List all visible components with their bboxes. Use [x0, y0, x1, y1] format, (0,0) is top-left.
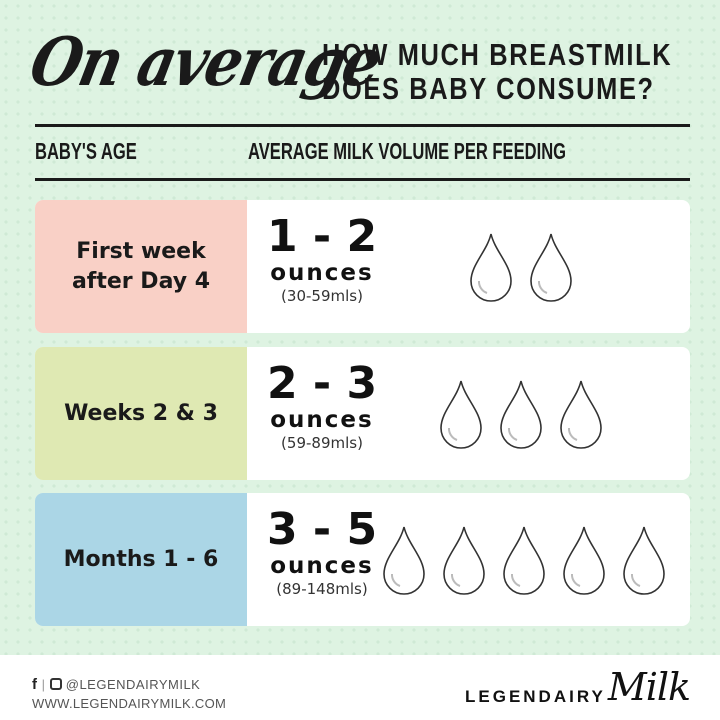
title-line-1: HOW MUCH BREASTMILK — [322, 37, 673, 72]
age-text: Weeks 2 & 3 — [64, 400, 218, 426]
volume-amount: 2 - 3 ounces (59-89mls) — [267, 361, 377, 453]
website-link[interactable]: WWW.LEGENDAIRYMILK.COM — [32, 696, 227, 711]
logo-text: LEGENDAIRY — [465, 687, 606, 706]
drops-group — [467, 200, 575, 333]
ounce-range: 2 - 3 — [267, 358, 378, 409]
unit-label: ounces — [270, 407, 374, 433]
age-text: Months 1 - 6 — [63, 546, 219, 572]
ml-range: (59-89mls) — [281, 434, 363, 452]
volume-amount: 1 - 2 ounces (30-59mls) — [267, 214, 377, 306]
unit-label: ounces — [270, 260, 374, 286]
volume-amount: 3 - 5 ounces (89-148mls) — [267, 507, 377, 599]
title-line-2: DOES BABY CONSUME? — [322, 71, 655, 106]
divider — [35, 178, 690, 181]
column-header-volume: AVERAGE MILK VOLUME PER FEEDING — [248, 138, 567, 164]
social-line: f | @LEGENDAIRYMILK — [32, 676, 201, 693]
age-row: Weeks 2 & 3 2 - 3 ounces (59-89mls) — [35, 347, 690, 480]
instagram-icon[interactable] — [49, 678, 62, 690]
milk-drop-icon — [383, 526, 425, 595]
footer — [0, 655, 720, 720]
page-title: HOW MUCH BREASTMILK DOES BABY CONSUME? — [322, 38, 672, 106]
drops-group — [380, 493, 668, 626]
social-handle[interactable]: @LEGENDAIRYMILK — [65, 677, 201, 692]
age-row: First week after Day 4 1 - 2 ounces (30-… — [35, 200, 690, 333]
milk-drop-icon — [563, 526, 605, 595]
divider — [35, 124, 690, 127]
age-label: Weeks 2 & 3 — [35, 347, 247, 480]
age-row: Months 1 - 6 3 - 5 ounces (89-148mls) — [35, 493, 690, 626]
facebook-icon[interactable]: f — [32, 676, 38, 693]
milk-drop-icon — [623, 526, 665, 595]
ounce-range: 3 - 5 — [267, 504, 378, 555]
ounce-range: 1 - 2 — [267, 211, 378, 262]
unit-label: ounces — [270, 553, 374, 579]
milk-drop-icon — [503, 526, 545, 595]
milk-drop-icon — [560, 380, 602, 449]
column-header-age: BABY'S AGE — [35, 138, 137, 164]
age-label: Months 1 - 6 — [35, 493, 247, 626]
ml-range: (89-148mls) — [276, 580, 368, 598]
milk-drop-icon — [470, 233, 512, 302]
age-text: First week after Day 4 — [71, 238, 211, 294]
drops-group — [437, 347, 605, 480]
ml-range: (30-59mls) — [281, 287, 363, 305]
milk-drop-icon — [530, 233, 572, 302]
milk-drop-icon — [440, 380, 482, 449]
brand-logo: LEGENDAIRY Milk — [465, 665, 691, 709]
milk-drop-icon — [500, 380, 542, 449]
milk-drop-icon — [443, 526, 485, 595]
logo-script: Milk — [607, 665, 691, 709]
age-label: First week after Day 4 — [35, 200, 247, 333]
